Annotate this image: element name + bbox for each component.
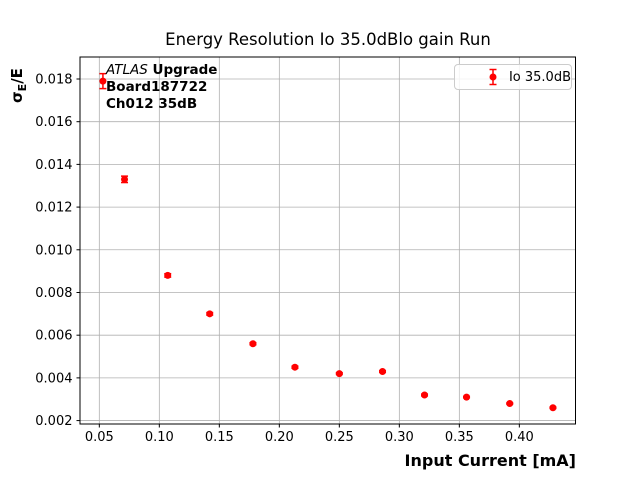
y-tick-label: 0.014 [35, 158, 72, 173]
y-axis-label-subscript: E [16, 83, 29, 92]
legend-box: Io 35.0dB [454, 64, 572, 90]
y-tick-label: 0.008 [35, 286, 72, 301]
y-tick-label: 0.004 [35, 371, 72, 386]
data-point [463, 393, 471, 401]
data-point [99, 77, 107, 85]
y-tick-label: 0.002 [35, 414, 72, 429]
legend-label: Io 35.0dB [508, 69, 571, 85]
annotation-line-3: Ch012 35dB [106, 96, 198, 112]
x-tick-label: 0.10 [145, 430, 174, 445]
data-point [249, 340, 257, 348]
data-point [421, 391, 429, 399]
x-tick-label: 0.25 [325, 430, 354, 445]
x-tick-label: 0.20 [265, 430, 294, 445]
x-tick-label: 0.15 [205, 430, 234, 445]
x-tick-label: 0.05 [85, 430, 114, 445]
annotation-line-1: ATLAS Upgrade [106, 62, 217, 79]
data-point [335, 370, 343, 378]
data-point [506, 400, 514, 408]
x-tick-label: 0.35 [445, 430, 474, 445]
data-point [379, 367, 387, 375]
y-tick-label: 0.016 [35, 115, 72, 130]
y-tick-label: 0.006 [35, 329, 72, 344]
x-tick-label: 0.40 [505, 430, 534, 445]
annotation-upgrade-text: Upgrade [152, 62, 218, 78]
data-point [206, 310, 214, 318]
data-point [121, 175, 129, 183]
data-point [291, 363, 299, 371]
annotation-line-2: Board187722 [106, 79, 208, 95]
annotation: ATLAS Upgrade Board187722 Ch012 35dB [106, 62, 217, 113]
chart-title: Energy Resolution Io 35.0dBlo gain Run [165, 30, 491, 49]
y-tick-label: 0.018 [35, 72, 72, 87]
data-point [164, 271, 172, 279]
axes-frame [79, 56, 576, 425]
x-tick-label: 0.30 [385, 430, 414, 445]
y-tick-label: 0.012 [35, 201, 72, 216]
data-point [549, 404, 557, 412]
y-axis-label-sigma: σ [8, 91, 26, 103]
y-tick-label: 0.010 [35, 243, 72, 258]
y-axis-label: σE/E [8, 68, 29, 103]
x-axis-label: Input Current [mA] [404, 451, 576, 470]
y-axis-label-rest: /E [8, 68, 26, 84]
annotation-atlas-text: ATLAS [106, 62, 148, 78]
legend-errorbar-marker-icon [489, 68, 497, 86]
